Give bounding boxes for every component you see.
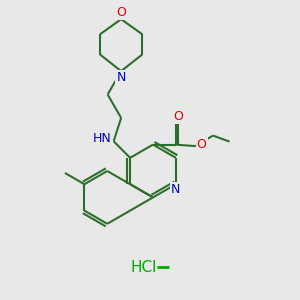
- Text: N: N: [171, 183, 181, 196]
- Text: O: O: [173, 110, 183, 123]
- Text: N: N: [116, 71, 126, 84]
- Text: O: O: [197, 138, 206, 151]
- Text: HCl: HCl: [131, 260, 157, 274]
- Text: O: O: [116, 6, 126, 19]
- Text: HN: HN: [93, 132, 112, 146]
